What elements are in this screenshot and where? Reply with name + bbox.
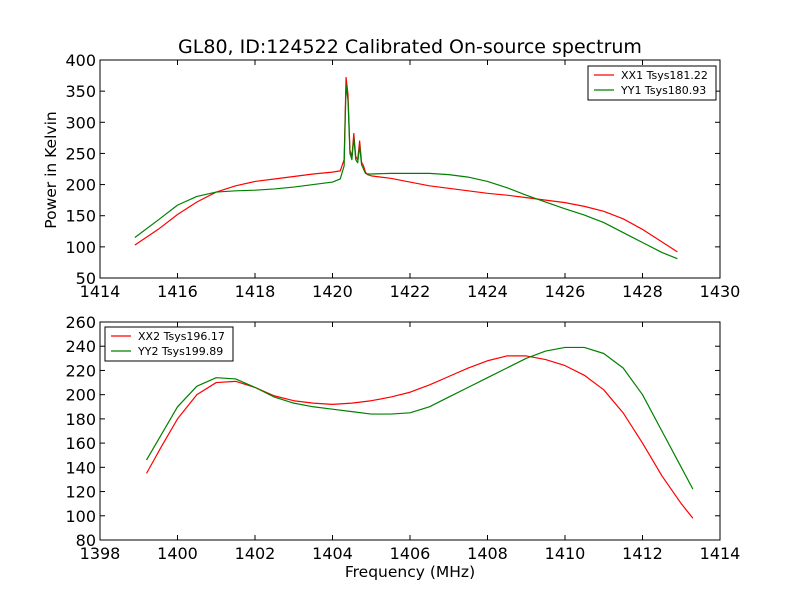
x-axis-label: Frequency (MHz) bbox=[345, 563, 475, 581]
y-tick-label: 180 bbox=[65, 410, 96, 429]
y-axis-label: Power in Kelvin bbox=[42, 111, 60, 228]
x-tick-label: 1402 bbox=[235, 544, 276, 563]
y-tick-label: 100 bbox=[65, 507, 96, 526]
x-tick-label: 1422 bbox=[390, 282, 431, 301]
y-tick-label: 250 bbox=[65, 144, 96, 163]
legend-label: XX2 Tsys196.17 bbox=[138, 330, 225, 343]
x-tick-label: 1408 bbox=[467, 544, 508, 563]
legend: XX1 Tsys181.22 YY1 Tsys180.93 bbox=[587, 65, 717, 101]
x-tick-label: 1416 bbox=[157, 282, 198, 301]
x-tick-label: 1414 bbox=[700, 544, 741, 563]
x-tick-label: 1406 bbox=[390, 544, 431, 563]
chart-title: GL80, ID:124522 Calibrated On-source spe… bbox=[178, 36, 642, 58]
x-tick-label: 1430 bbox=[700, 282, 741, 301]
x-tick-label: 1410 bbox=[545, 544, 586, 563]
y-tick-label: 100 bbox=[65, 238, 96, 257]
y-tick-label: 80 bbox=[76, 531, 96, 550]
y-tick-label: 120 bbox=[65, 483, 96, 502]
series-line-2-2 bbox=[145, 346, 694, 490]
legend-label: XX1 Tsys181.22 bbox=[621, 69, 708, 82]
x-tick-label: 1426 bbox=[545, 282, 586, 301]
y-tick-label: 200 bbox=[65, 386, 96, 405]
legend-label: YY2 Tsys199.89 bbox=[137, 345, 223, 358]
top-plot: 1414 1416 1418 1420 1422 1424 1426 1428 1430 50 10… bbox=[65, 51, 740, 301]
x-tick-label: 1424 bbox=[467, 282, 508, 301]
series-line-2-1 bbox=[145, 355, 694, 519]
x-tick-label: 1418 bbox=[235, 282, 276, 301]
series-line-1-2 bbox=[134, 84, 678, 260]
y-tick-label: 300 bbox=[65, 113, 96, 132]
x-tick-label: 1400 bbox=[157, 544, 198, 563]
y-tick-label: 200 bbox=[65, 176, 96, 195]
x-tick-label: 1414 bbox=[80, 282, 121, 301]
y-tick-label: 160 bbox=[65, 434, 96, 453]
legend-box bbox=[104, 326, 234, 362]
y-tick-label: 240 bbox=[65, 337, 96, 356]
x-tick-label: 1404 bbox=[312, 544, 353, 563]
y-tick-label: 140 bbox=[65, 458, 96, 477]
legend: XX2 Tsys196.17 YY2 Tsys199.89 bbox=[104, 326, 234, 362]
x-tick-label: 1398 bbox=[80, 544, 121, 563]
y-tick-label: 260 bbox=[65, 313, 96, 332]
legend-box bbox=[587, 65, 717, 101]
x-tick-label: 1428 bbox=[622, 282, 663, 301]
y-tick-label: 350 bbox=[65, 82, 96, 101]
y-tick-label: 400 bbox=[65, 51, 96, 70]
y-tick-label: 50 bbox=[76, 269, 96, 288]
y-tick-label: 220 bbox=[65, 361, 96, 380]
legend-label: YY1 Tsys180.93 bbox=[620, 84, 706, 97]
x-tick-label: 1420 bbox=[312, 282, 353, 301]
bottom-plot: 1398 1400 1402 1404 1406 1408 1410 1412 1414 80 10… bbox=[65, 313, 740, 563]
x-tick-label: 1412 bbox=[622, 544, 663, 563]
y-tick-label: 150 bbox=[65, 207, 96, 226]
